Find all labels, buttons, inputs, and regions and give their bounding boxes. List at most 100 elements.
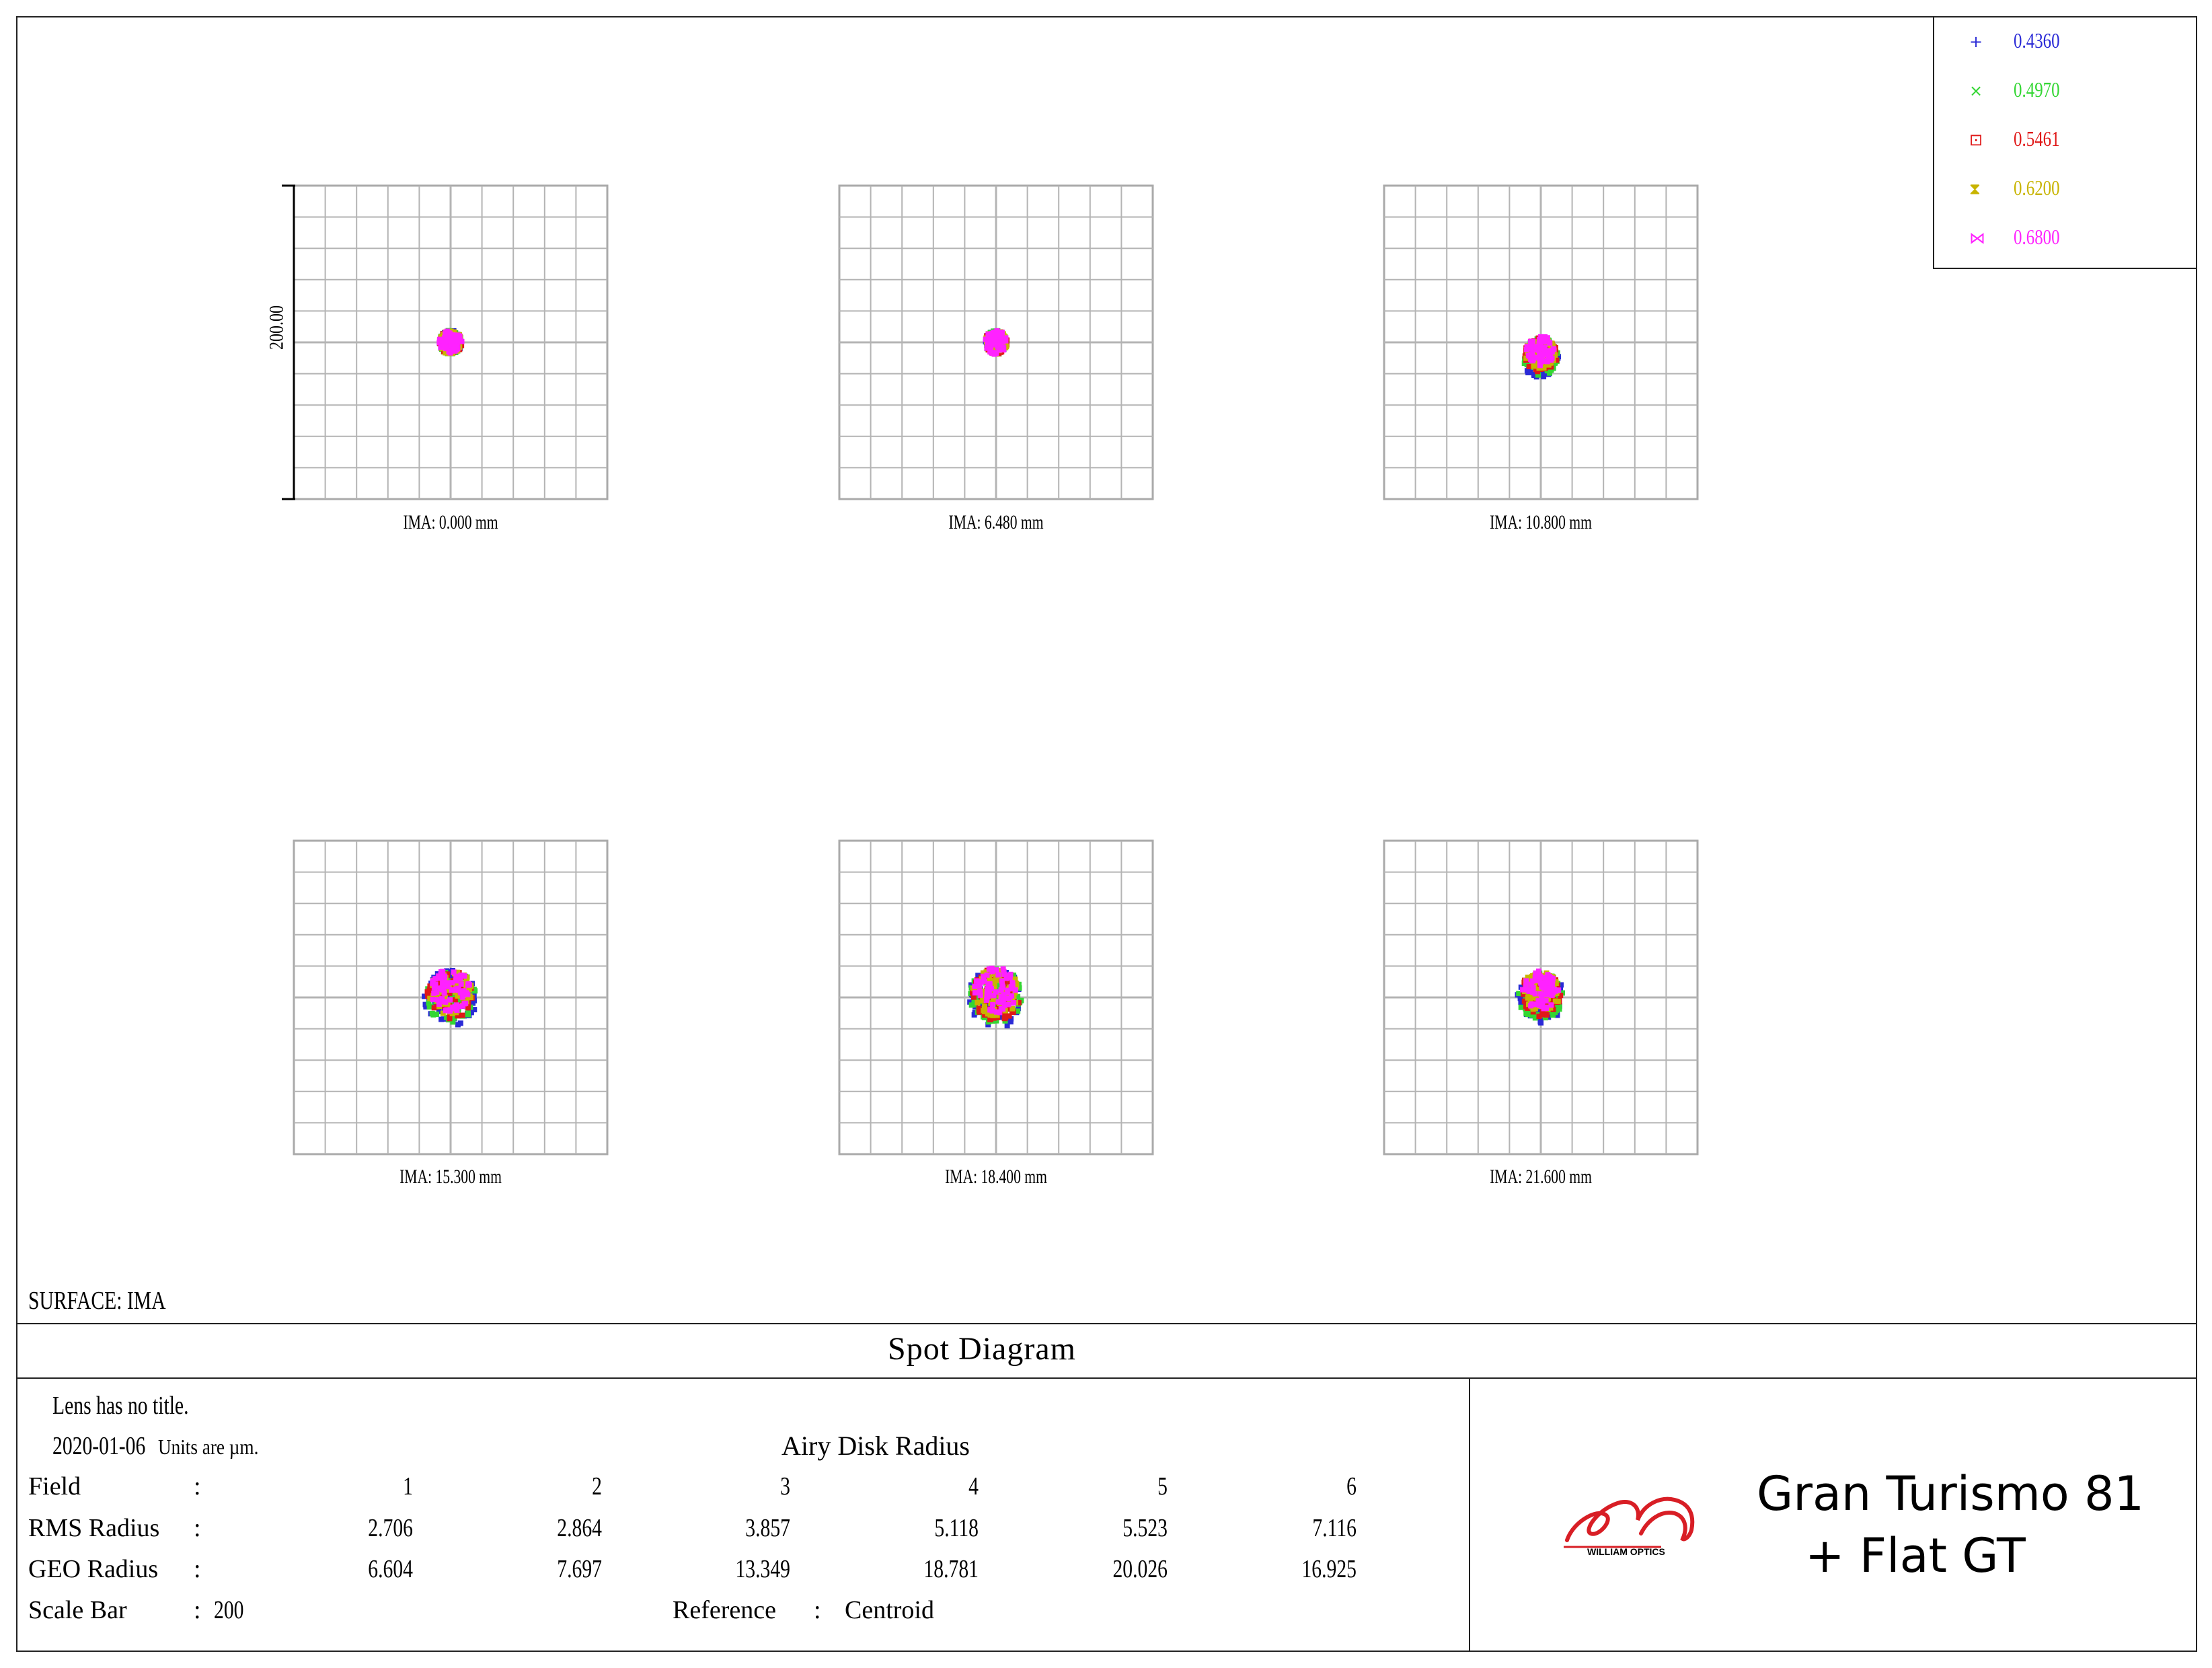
spot-point-w5 (455, 345, 461, 351)
spot-point-w5 (999, 346, 1005, 352)
spot-point-w5 (987, 345, 993, 351)
spot-point-w5 (1543, 1004, 1549, 1010)
spot-point-w5 (989, 965, 995, 971)
spot-point-w3 (1530, 1009, 1536, 1015)
scale-value-text: 200 (214, 1596, 244, 1624)
spot-point-w2 (1527, 1008, 1533, 1014)
spot-field-1 (293, 184, 609, 500)
spot-point-w5 (1539, 352, 1546, 358)
spot-point-w4 (981, 991, 987, 997)
spot-point-w5 (993, 338, 999, 344)
title-divider-top (16, 1323, 2197, 1324)
spot-point-w4 (1532, 1006, 1538, 1012)
spot-point-w5 (455, 332, 461, 338)
spot-point-w2 (1015, 1008, 1021, 1014)
spot-point-w5 (977, 992, 983, 998)
airy-disk-label: Airy Disk Radius (781, 1431, 970, 1461)
spot-point-w5 (1548, 354, 1554, 361)
spot-point-w5 (439, 996, 445, 1002)
spot-point-w5 (467, 982, 473, 988)
spot-point-w1 (436, 1008, 442, 1014)
spot-point-w4 (451, 329, 457, 335)
spot-point-w5 (987, 335, 993, 341)
legend-marker-5: ⋈ (1969, 229, 1985, 248)
spot-point-w1 (1015, 1006, 1021, 1012)
spot-point-w2 (1550, 1012, 1556, 1018)
spot-point-w5 (430, 978, 436, 984)
spot-point-w5 (458, 981, 464, 987)
spot-point-w5 (997, 334, 1003, 340)
spot-point-w5 (441, 977, 447, 983)
legend-box (1933, 16, 2197, 269)
spot-point-w5 (440, 969, 446, 975)
field-numbers-1: 1 (403, 1472, 413, 1501)
spot-point-w5 (1539, 1001, 1546, 1007)
spot-point-w5 (1550, 346, 1556, 352)
spot-point-w4 (440, 1010, 446, 1016)
spot-point-w5 (444, 981, 450, 987)
spot-point-w4 (1013, 980, 1019, 986)
spot-point-w5 (989, 969, 995, 975)
units-text: Units are µm. (157, 1435, 259, 1459)
spot-point-w2 (465, 1010, 471, 1016)
spot-point-w5 (987, 349, 993, 355)
spot-point-w5 (434, 989, 440, 995)
spot-point-w4 (1527, 997, 1533, 1003)
spot-point-w4 (1012, 976, 1018, 982)
spot-point-w4 (1525, 994, 1531, 1000)
spot-point-w3 (1543, 1010, 1549, 1016)
rms-values-5: 5.523 (1122, 1514, 1168, 1542)
spot-point-w5 (1529, 1001, 1535, 1007)
spot-point-w3 (445, 972, 451, 978)
spot-point-w1 (1004, 1022, 1010, 1028)
title-divider-bottom (16, 1377, 2197, 1379)
spot-point-w5 (998, 987, 1004, 993)
spot-point-w2 (1523, 1010, 1529, 1016)
spot-field-4 (293, 839, 609, 1155)
spot-point-w4 (1548, 1005, 1554, 1011)
spot-point-w1 (1531, 371, 1537, 377)
info-brand-divider (1469, 1377, 1470, 1652)
date-line: 2020-01-06 Units are µm. (52, 1431, 276, 1461)
spot-point-w5 (1523, 346, 1529, 352)
spot-point-w2 (1556, 1003, 1562, 1010)
spot-point-w5 (450, 332, 456, 338)
spot-point-w5 (1533, 354, 1539, 361)
logo-swoosh (1565, 1496, 1695, 1542)
field-label-2: IMA: 6.480 mm (948, 511, 1044, 533)
spot-point-w5 (998, 330, 1004, 336)
spot-point-w5 (1549, 992, 1555, 998)
spot-point-w5 (461, 988, 467, 994)
spot-point-w5 (997, 1010, 1003, 1016)
rms-row-label: RMS Radius (28, 1514, 160, 1542)
rms-values-2: 2.864 (557, 1514, 602, 1542)
spot-point-w5 (441, 990, 447, 996)
spot-point-w3 (452, 997, 458, 1003)
spot-point-w3 (1016, 999, 1022, 1006)
spot-point-w5 (443, 1008, 449, 1014)
spot-point-w5 (995, 972, 1001, 978)
spot-point-w5 (1532, 1001, 1538, 1008)
spot-point-w5 (436, 1001, 442, 1007)
geo-values-1: 6.604 (368, 1555, 413, 1583)
spot-point-w5 (443, 339, 449, 345)
spot-point-w5 (453, 978, 459, 984)
spot-field-2 (838, 184, 1154, 500)
spot-point-w5 (1535, 969, 1541, 975)
spot-point-w5 (1544, 977, 1550, 983)
spot-point-w5 (457, 1003, 463, 1010)
spot-point-w4 (991, 985, 997, 991)
rms-values-6: 7.116 (1312, 1514, 1357, 1542)
spot-point-w3 (1545, 1001, 1551, 1007)
spot-point-w5 (1543, 985, 1550, 991)
spot-point-w3 (976, 1008, 982, 1014)
spot-point-w1 (1006, 1017, 1012, 1023)
reference-colon: : (814, 1596, 821, 1624)
spot-point-w2 (972, 1001, 978, 1008)
spot-point-w2 (1518, 1004, 1524, 1010)
spot-point-w4 (1014, 984, 1020, 990)
spot-point-w5 (1001, 991, 1007, 997)
spot-point-w3 (1006, 1013, 1012, 1019)
spot-point-w5 (1536, 348, 1542, 354)
